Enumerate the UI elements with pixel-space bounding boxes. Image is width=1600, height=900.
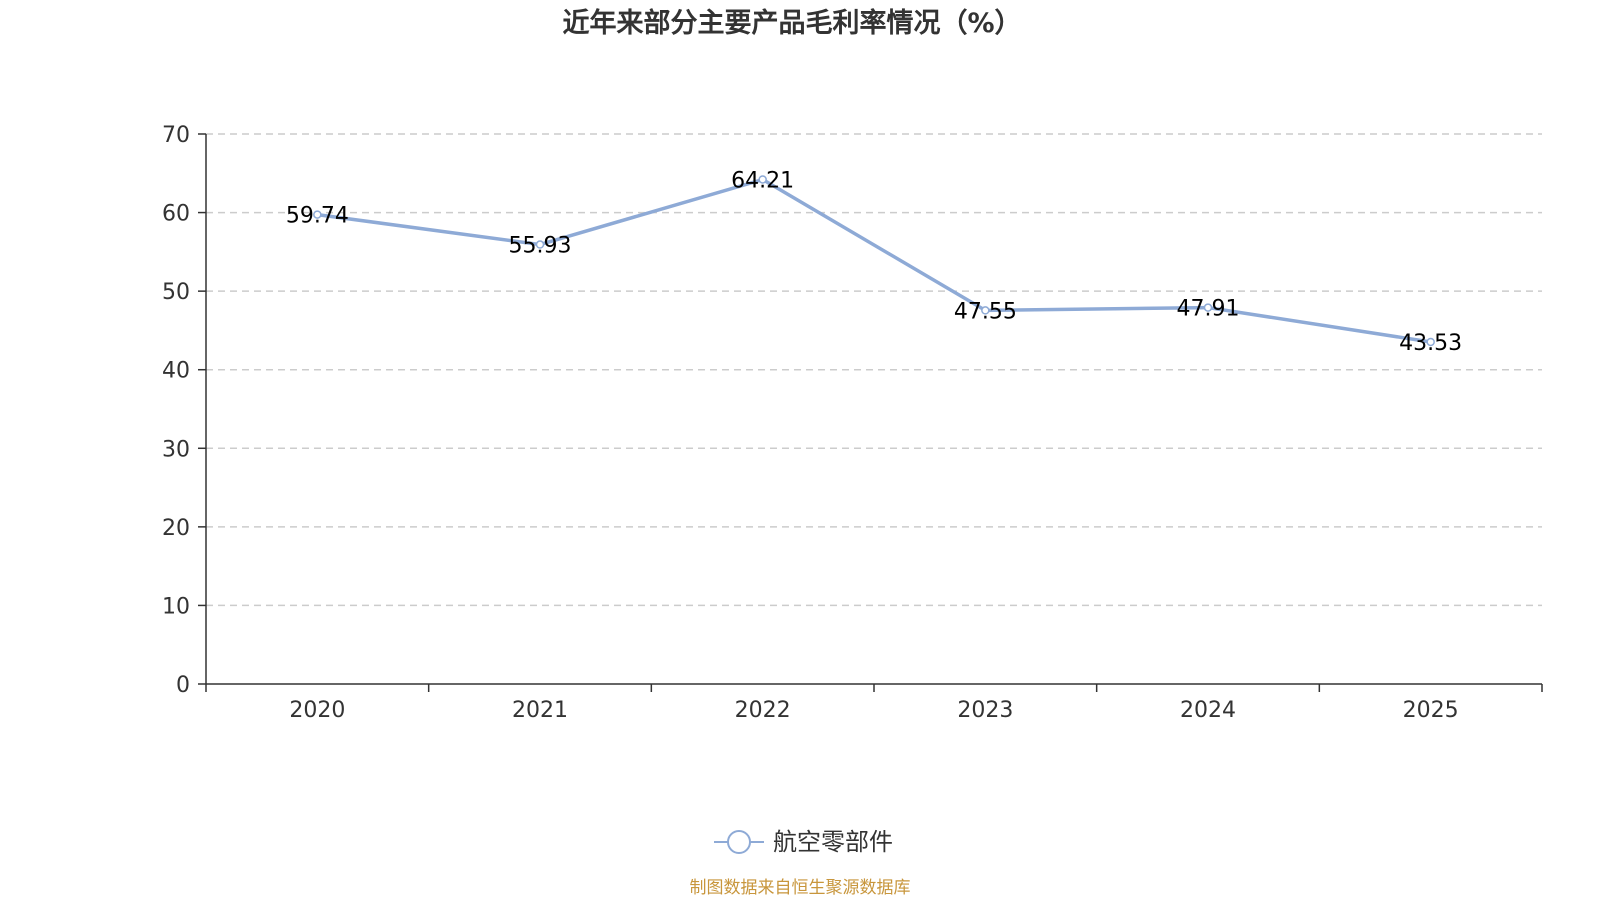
data-point-2022 <box>758 175 767 184</box>
data-point-2020 <box>313 210 322 219</box>
y-tick-label-20: 20 <box>162 516 190 541</box>
source-note: 制图数据来自恒生聚源数据库 <box>690 878 911 898</box>
data-label-2021: 55.93 <box>509 234 572 259</box>
axes: 0 10 20 30 40 50 60 70 2020 2021 2022 2023 2024 2025 <box>162 123 1543 723</box>
data-label-2023: 47.55 <box>954 299 1017 324</box>
y-tick-label-10: 10 <box>162 594 190 619</box>
series-layer <box>313 175 1435 347</box>
data-point-2021 <box>535 240 545 249</box>
x-tick-label-2025: 2025 <box>1403 698 1459 723</box>
y-tick-label-60: 60 <box>162 202 190 227</box>
y-tick-label-70: 70 <box>162 123 190 148</box>
legend-circle-icon <box>727 830 751 854</box>
data-label-2020: 59.74 <box>286 204 349 229</box>
x-tick-label-2022: 2022 <box>735 698 791 723</box>
legend-label: 航空零部件 <box>773 828 893 856</box>
data-label-2025: 43.53 <box>1399 331 1462 356</box>
data-label-2024: 47.91 <box>1177 297 1240 322</box>
legend[interactable]: 航空零部件 <box>714 828 893 856</box>
data-point-2025 <box>1426 337 1435 347</box>
data-labels: 59.74 55.93 64.21 47.55 47.91 43.53 <box>286 168 1462 355</box>
x-tick-label-2024: 2024 <box>1180 698 1236 723</box>
x-tick-label-2023: 2023 <box>957 698 1013 723</box>
data-label-2022: 64.21 <box>731 168 794 193</box>
y-tick-label-40: 40 <box>162 359 190 384</box>
x-tick-label-2020: 2020 <box>289 698 345 723</box>
y-tick-label-50: 50 <box>162 280 190 305</box>
data-point-2023 <box>981 306 990 315</box>
y-tick-label-0: 0 <box>176 673 190 698</box>
grid-lines <box>206 133 1542 607</box>
y-tick-label-30: 30 <box>162 437 190 462</box>
data-point-2024 <box>1203 303 1213 312</box>
chart-title: 近年来部分主要产品毛利率情况（%） <box>562 7 1021 39</box>
x-tick-label-2021: 2021 <box>512 698 568 723</box>
series-line-航空零部件 <box>317 177 1431 344</box>
